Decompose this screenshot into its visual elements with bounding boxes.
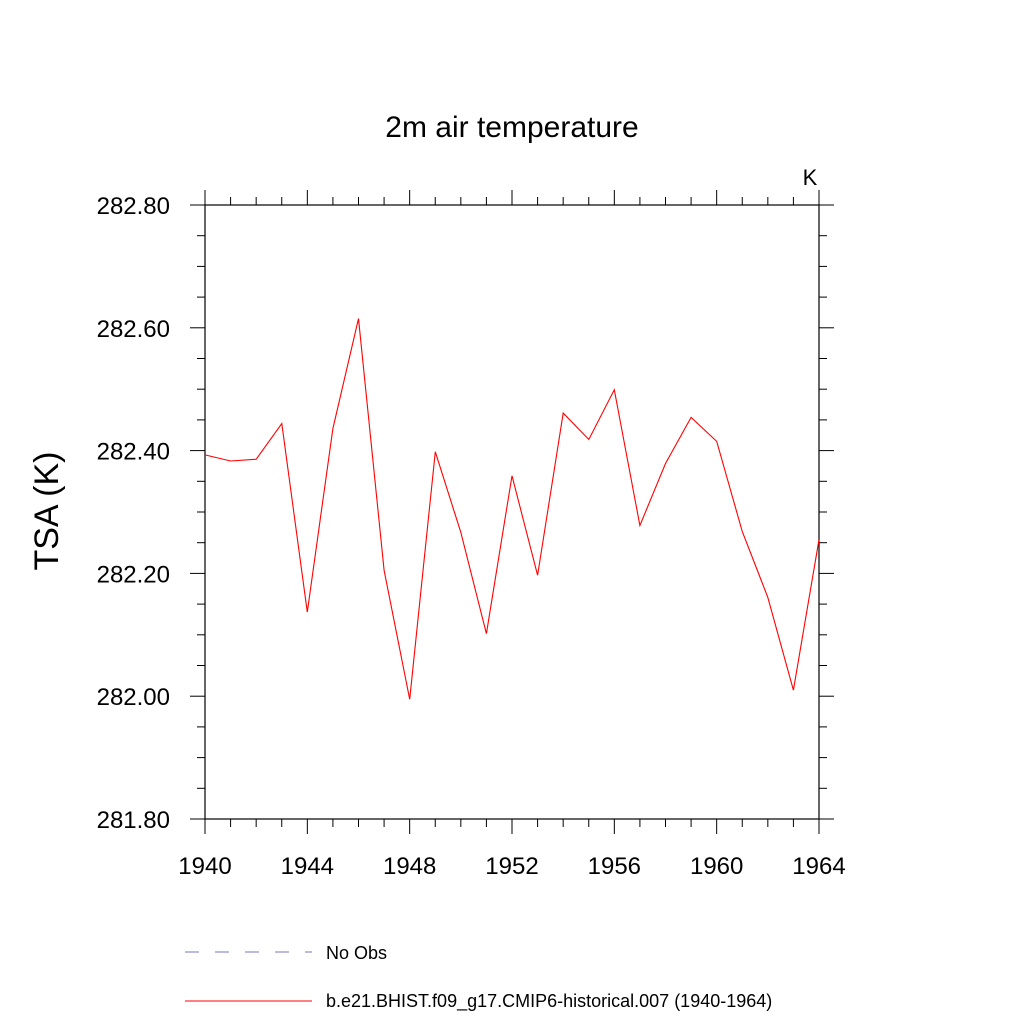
y-tick-label: 282.00 bbox=[97, 684, 170, 711]
x-tick-label: 1948 bbox=[383, 853, 436, 880]
x-axis-ticks: 1940 1944 1948 1952 1956 1960 1964 bbox=[178, 190, 846, 880]
y-tick-label: 282.20 bbox=[97, 561, 170, 588]
chart-title: 2m air temperature bbox=[385, 111, 638, 144]
legend: No Obs b.e21.BHIST.f09_g17.CMIP6-histori… bbox=[185, 943, 772, 1012]
y-tick-label: 282.60 bbox=[97, 316, 170, 343]
y-tick-label: 282.40 bbox=[97, 439, 170, 466]
x-tick-label: 1944 bbox=[281, 853, 334, 880]
y-tick-label: 282.80 bbox=[97, 193, 170, 220]
legend-label-no-obs: No Obs bbox=[326, 943, 387, 963]
units-label: K bbox=[803, 165, 818, 190]
series-line-historical bbox=[204, 318, 820, 700]
x-tick-label: 1964 bbox=[792, 853, 845, 880]
series-layer bbox=[204, 318, 820, 700]
y-axis-label: TSA (K) bbox=[28, 451, 66, 570]
x-tick-label: 1940 bbox=[178, 853, 231, 880]
y-tick-label: 281.80 bbox=[97, 807, 170, 834]
plot-frame bbox=[204, 204, 820, 820]
x-tick-label: 1952 bbox=[485, 853, 538, 880]
legend-label-historical: b.e21.BHIST.f09_g17.CMIP6-historical.007… bbox=[326, 991, 772, 1012]
x-tick-label: 1956 bbox=[588, 853, 641, 880]
y-axis-ticks: 281.80 282.00 282.20 282.40 282.60 282.80 bbox=[97, 193, 834, 834]
x-tick-label: 1960 bbox=[690, 853, 743, 880]
